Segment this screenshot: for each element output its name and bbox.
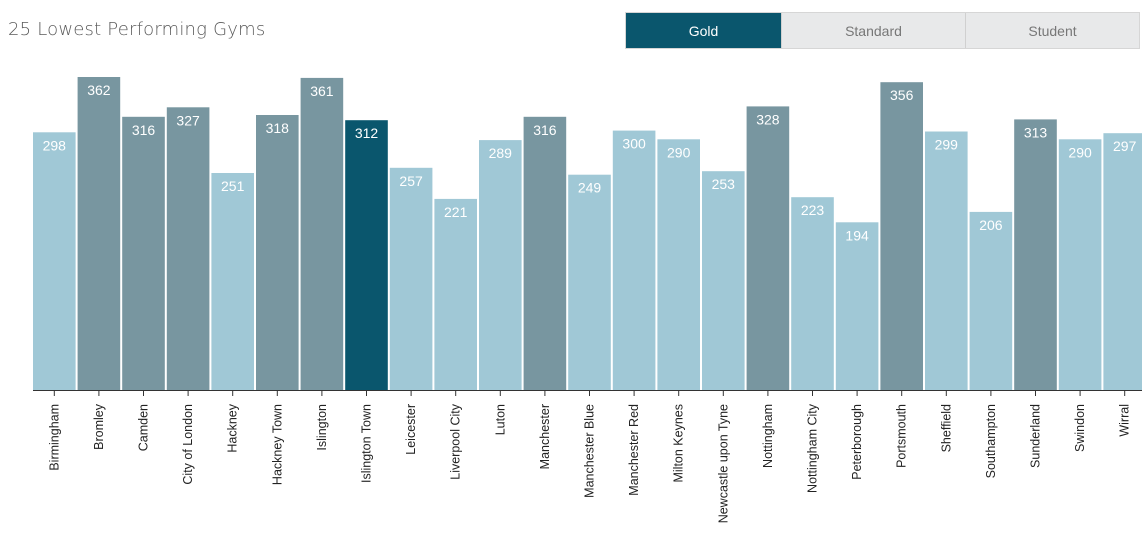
bar[interactable] [568,174,611,390]
x-axis-tick-label: Manchester Red [627,404,641,496]
bar[interactable] [657,139,700,390]
x-axis-tick-label: Luton [493,404,507,435]
x-axis-tick-label: Islington Town [360,404,374,483]
x-axis-tick-label: Nottingham [761,404,775,468]
x-axis-tick-label: Manchester Blue [583,404,597,498]
bar[interactable] [702,171,745,390]
bar[interactable] [434,198,477,390]
bar-value-label: 253 [712,176,736,192]
x-axis-tick-label: Islington [315,404,329,451]
x-axis-tick-label: Milton Keynes [672,404,686,483]
x-axis-tick-label: Sunderland [1029,404,1043,468]
x-axis-tick-label: Newcastle upon Tyne [716,404,730,523]
tab-standard[interactable]: Standard [781,13,965,48]
x-axis-tick-label: Sheffield [939,404,953,452]
tab-student[interactable]: Student [965,13,1139,48]
bar-value-label: 249 [578,180,602,196]
bar[interactable] [969,211,1013,390]
bar-value-label: 298 [43,137,67,153]
bar[interactable] [33,132,76,391]
bar-value-label: 327 [176,112,200,128]
bar-value-label: 356 [890,87,914,103]
x-axis-tick-label: City of London [181,404,195,485]
bar[interactable] [835,222,879,390]
bar-value-label: 313 [1024,124,1048,140]
x-axis-tick-label: Liverpool City [449,403,463,479]
bar-value-label: 257 [399,173,423,189]
bar-value-label: 299 [935,137,959,153]
bar[interactable] [612,130,656,390]
tab-gold[interactable]: Gold [626,13,781,48]
bar-value-label: 300 [622,136,646,152]
bar[interactable] [925,131,968,391]
x-axis-tick-label: Portsmouth [895,404,909,468]
bar-value-label: 316 [132,122,156,138]
bar[interactable] [389,167,433,390]
bar-value-label: 297 [1113,138,1137,154]
bar-value-label: 251 [221,178,245,194]
bar[interactable] [880,82,923,390]
bar-value-label: 316 [533,122,557,138]
bar[interactable] [791,197,834,390]
x-axis-tick-label: Peterborough [850,404,864,480]
bar[interactable] [1058,139,1102,390]
bar-value-label: 328 [756,111,780,127]
bar[interactable] [345,120,388,390]
bar[interactable] [211,173,254,390]
x-axis-tick-label: Manchester [538,404,552,469]
bar[interactable] [479,140,522,390]
x-axis-tick-label: Leicester [404,404,418,455]
bar-value-label: 318 [266,120,290,136]
bar-value-label: 290 [667,144,691,160]
bar-value-label: 290 [1068,144,1092,160]
bar[interactable] [1014,119,1057,391]
x-axis-tick-label: Southampton [984,404,998,478]
membership-toggle: Gold Standard Student [625,12,1140,49]
bar[interactable] [256,115,299,390]
x-axis-tick-label: Nottingham City [806,403,820,493]
chart-title: 25 Lowest Performing Gyms [8,19,266,40]
bar-value-label: 361 [310,83,334,99]
bar-value-label: 206 [979,217,1003,233]
x-axis-tick-label: Swindon [1073,404,1087,452]
bar[interactable] [746,106,790,391]
x-axis-tick-label: Camden [137,404,151,451]
bar[interactable] [77,77,121,390]
bar[interactable] [166,107,210,391]
x-axis-tick-label: Bromley [92,403,106,450]
bar-value-label: 221 [444,204,468,220]
bar[interactable] [122,116,165,391]
bar[interactable] [300,77,344,391]
bar-value-label: 194 [845,227,869,243]
bar-value-label: 312 [355,125,379,141]
x-axis-tick-label: Hackney Town [270,404,284,485]
bar-value-label: 362 [87,82,111,98]
bar-value-label: 289 [489,145,513,161]
x-axis-tick-label: Hackney [226,403,240,452]
bar-value-label: 223 [801,202,825,218]
bar[interactable] [523,116,567,391]
x-axis-tick-label: Birmingham [47,404,61,471]
bar[interactable] [1103,133,1142,390]
x-axis-tick-label: Wirral [1118,404,1132,437]
